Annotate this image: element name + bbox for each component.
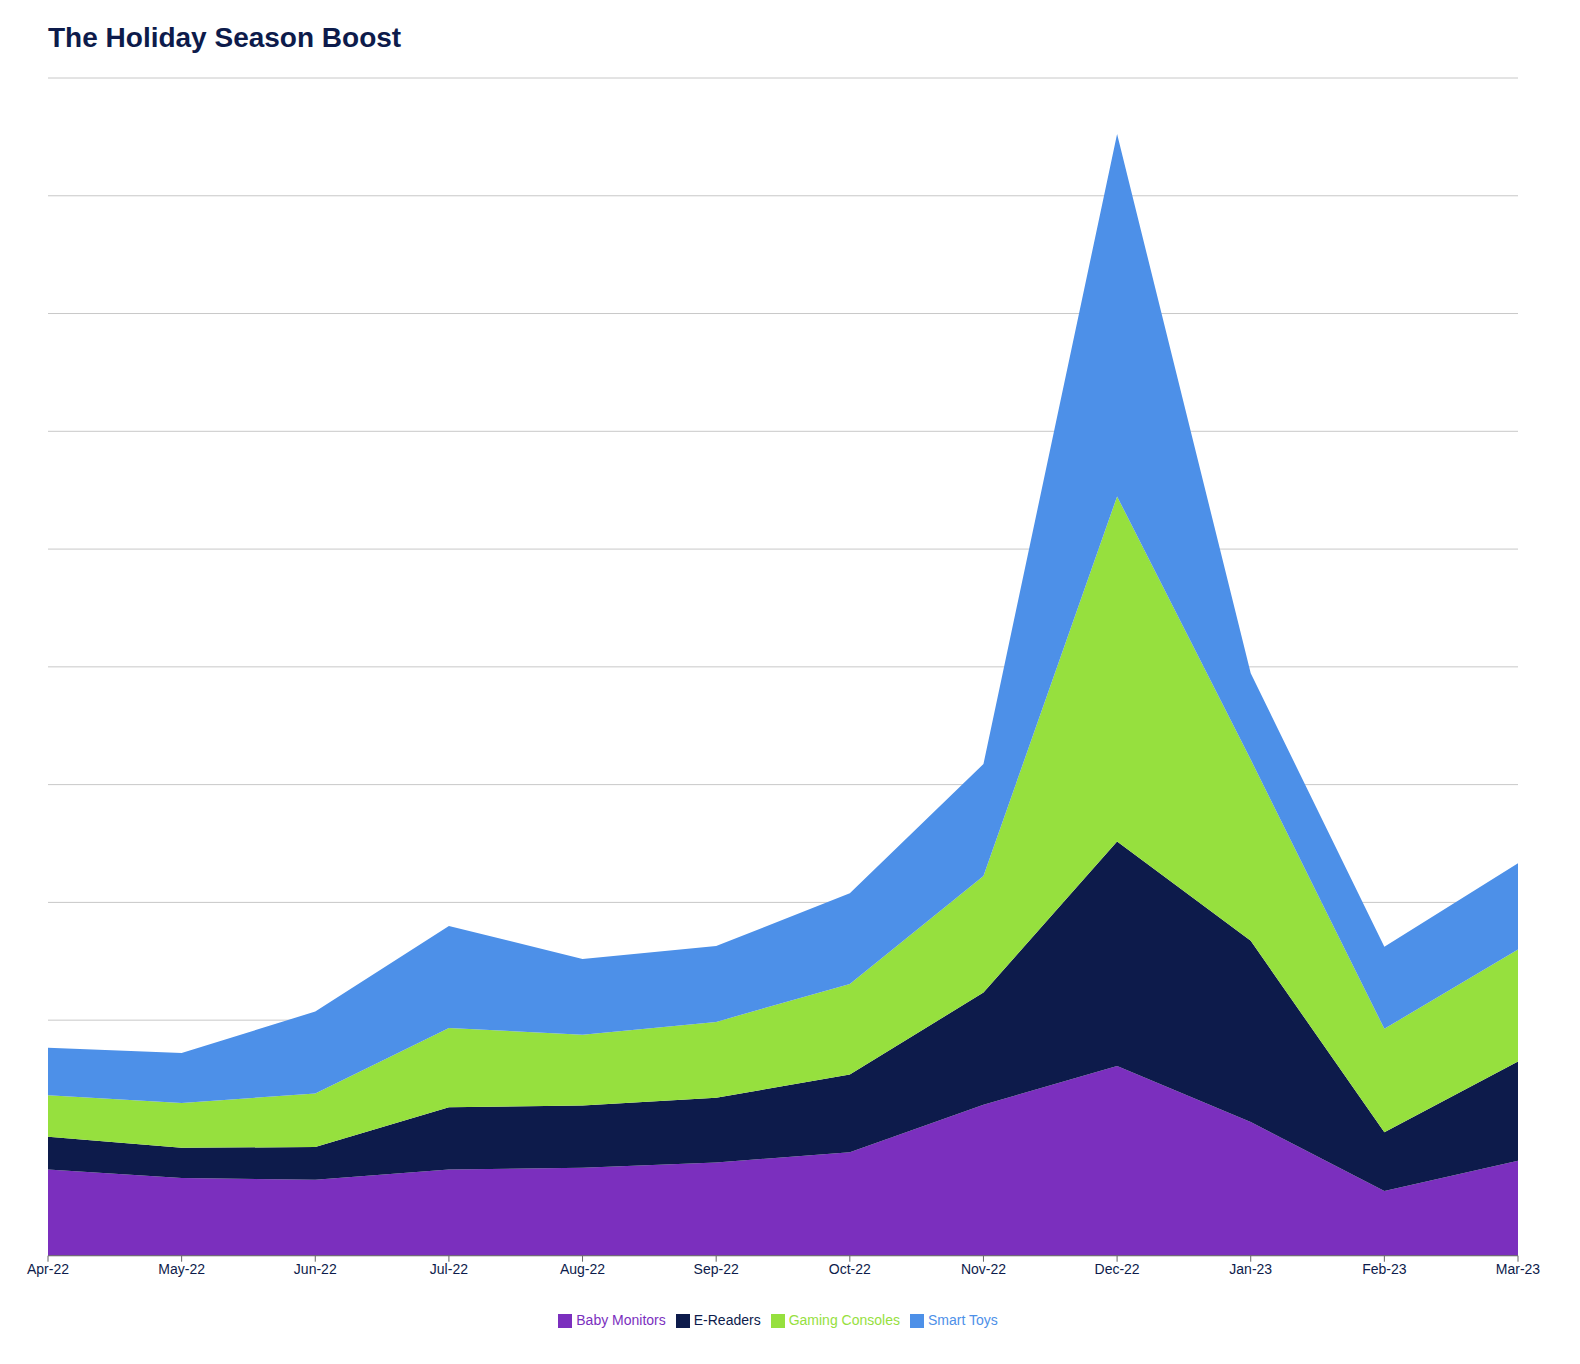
svg-text:Oct-22: Oct-22 xyxy=(829,1261,871,1277)
svg-text:Jan-23: Jan-23 xyxy=(1229,1261,1272,1277)
html-text:The Holiday Season Boost: The Holiday Season Boost xyxy=(48,22,402,53)
svg-text:Nov-22: Nov-22 xyxy=(961,1261,1006,1277)
svg-text:Sep-22: Sep-22 xyxy=(694,1261,739,1277)
html-text:E-Readers: E-Readers xyxy=(693,1311,761,1328)
svg-text:Feb-23: Feb-23 xyxy=(1362,1261,1407,1277)
html-text:Baby Monitors: Baby Monitors xyxy=(576,1311,666,1328)
svg-text:May-22: May-22 xyxy=(158,1261,205,1277)
svg-text:Aug-22: Aug-22 xyxy=(560,1261,605,1277)
svg-text:Apr-22: Apr-22 xyxy=(27,1261,69,1277)
svg-text:Mar-23: Mar-23 xyxy=(1496,1261,1541,1277)
html-text:Gaming Consoles: Gaming Consoles xyxy=(788,1311,900,1328)
svg-text:Dec-22: Dec-22 xyxy=(1095,1261,1140,1277)
svg-text:Jun-22: Jun-22 xyxy=(294,1261,337,1277)
html-text:Smart Toys: Smart Toys xyxy=(928,1311,998,1328)
svg-text:Jul-22: Jul-22 xyxy=(430,1261,468,1277)
